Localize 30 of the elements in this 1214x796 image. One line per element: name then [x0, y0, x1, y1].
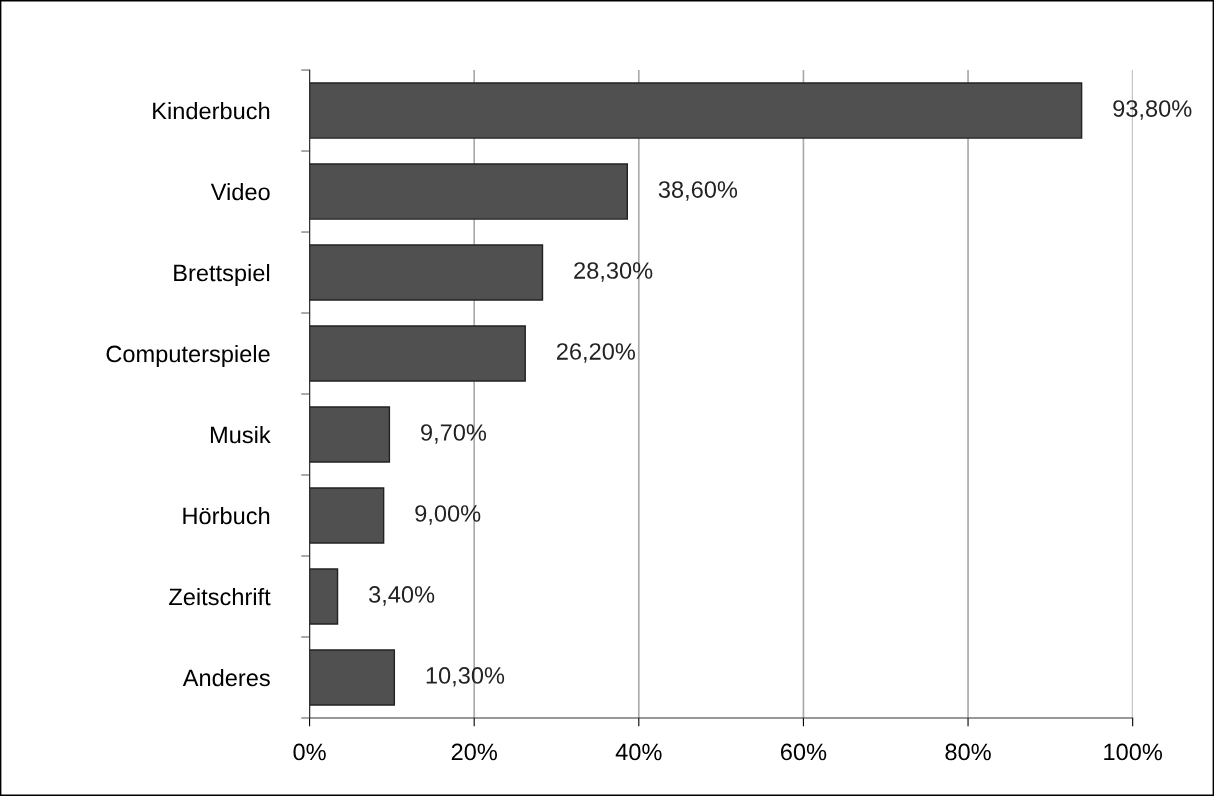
y-tick-label: Musik: [210, 425, 271, 444]
x-tick-label: 20%: [451, 743, 497, 761]
y-tick-label: Zeitschrift: [169, 587, 271, 606]
bar: [309, 406, 391, 463]
x-tick-label: 60%: [781, 743, 827, 761]
y-tick-label: Video: [210, 182, 270, 201]
y-tick-label: Computerspiele: [106, 344, 270, 367]
bar: [309, 163, 628, 220]
bar: [309, 244, 544, 301]
data-label: 9,00%: [415, 505, 481, 525]
bar: [309, 325, 526, 382]
bar: [309, 487, 385, 544]
x-tick-label: 0%: [293, 743, 326, 761]
y-tick-label: Anderes: [182, 668, 270, 687]
y-tick-label: Hörbuch: [183, 506, 270, 525]
data-label: 9,70%: [421, 424, 487, 444]
data-label: 93,80%: [1113, 100, 1192, 120]
x-tick-label: 80%: [945, 743, 991, 761]
y-tick-label: Brettspiel: [174, 263, 270, 286]
x-tick-label: 40%: [615, 743, 662, 761]
data-label: 38,60%: [658, 181, 738, 201]
data-label: 3,40%: [369, 586, 435, 606]
data-label: 26,20%: [556, 343, 636, 363]
x-tick-label: 100%: [1104, 743, 1163, 761]
bar: [309, 82, 1083, 139]
y-tick-label: Kinderbuch: [153, 101, 270, 120]
data-label: 10,30%: [426, 667, 505, 687]
bar: [309, 649, 396, 706]
bar: [309, 568, 339, 625]
data-label: 28,30%: [574, 262, 653, 282]
